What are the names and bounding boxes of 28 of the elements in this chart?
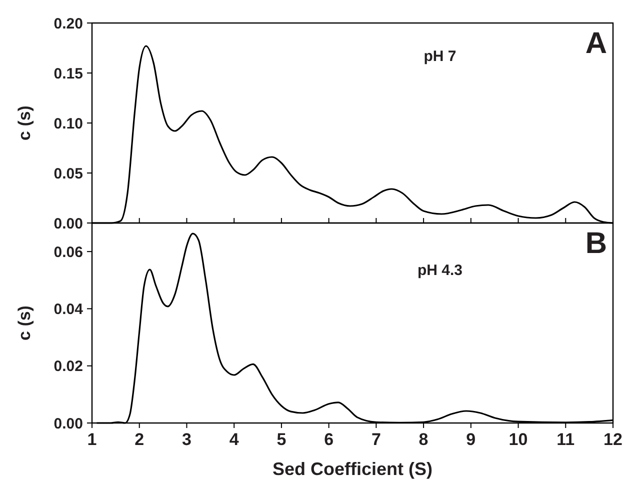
x-tick-label: 1 xyxy=(87,430,97,449)
y-tick-label: 0.05 xyxy=(54,165,83,182)
x-tick-label: 11 xyxy=(556,430,575,449)
y-axis-title: c (s) xyxy=(14,106,34,140)
y-tick-label: 0.06 xyxy=(54,244,83,261)
x-tick-label: 3 xyxy=(182,430,192,449)
x-tick-label: 9 xyxy=(466,430,476,449)
y-tick-label: 0.15 xyxy=(54,65,83,82)
x-tick-label: 6 xyxy=(324,430,334,449)
annotation: pH 7 xyxy=(424,48,456,65)
y-tick-label: 0.10 xyxy=(54,115,83,132)
x-tick-label: 2 xyxy=(134,430,144,449)
y-tick-label: 0.04 xyxy=(54,300,84,318)
y-tick-label: 0.20 xyxy=(54,15,83,32)
chart-title: A xyxy=(585,27,607,60)
y-axis-title: c (s) xyxy=(14,306,34,340)
x-tick-label: 5 xyxy=(276,430,286,449)
y-tick-label: 0.00 xyxy=(54,415,83,432)
x-tick-label: 4 xyxy=(229,430,240,449)
y-tick-label: 0.02 xyxy=(54,358,83,376)
chart-title: B xyxy=(585,227,607,260)
x-tick-label: 7 xyxy=(371,430,381,449)
annotation: pH 4.3 xyxy=(417,262,463,279)
y-tick-label: 0.00 xyxy=(54,215,83,232)
x-tick-label: 8 xyxy=(418,430,428,449)
x-tick-label: 10 xyxy=(508,430,528,449)
x-tick-label: 12 xyxy=(604,430,622,449)
x-axis-title: Sed Coefficient (S) xyxy=(272,459,433,479)
